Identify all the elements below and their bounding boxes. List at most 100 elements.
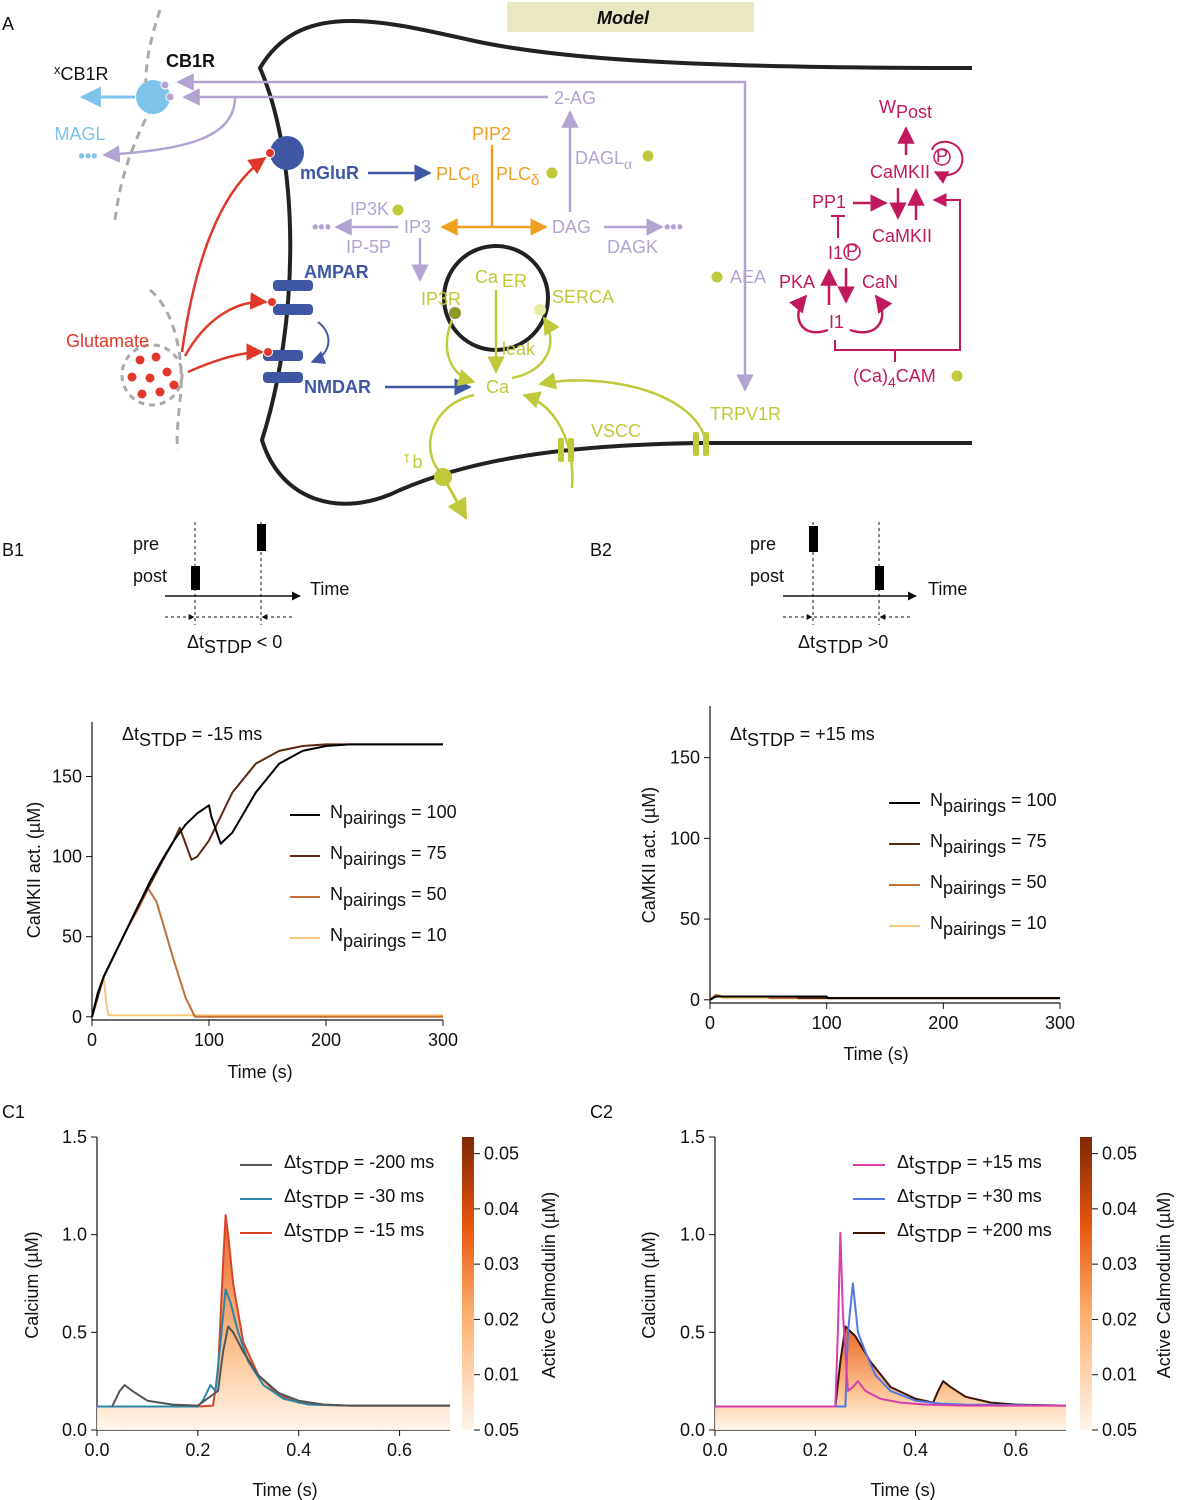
- colorbar-tick-label: 0.01: [1102, 1365, 1137, 1385]
- buffer-dot: [434, 468, 452, 486]
- arrow: [849, 294, 893, 334]
- timing-b1: pre post Time ΔtSTDP < 0: [133, 522, 349, 657]
- arrow: [443, 479, 468, 520]
- label: P: [846, 241, 858, 261]
- ligand: [263, 347, 273, 357]
- arrow: [789, 294, 829, 334]
- dots: •••: [664, 217, 683, 237]
- legend-label-part: STDP: [301, 1192, 349, 1212]
- x-tick-label: 100: [812, 1013, 842, 1033]
- arrow: [310, 321, 330, 364]
- panel-label: B1: [2, 540, 24, 560]
- colorbar-tick-label: 0.05: [484, 1420, 519, 1440]
- legend-label: Npairings = 75: [930, 831, 1047, 857]
- label-part: 4: [888, 374, 896, 390]
- legend-label-part: N: [930, 913, 943, 933]
- panel-label: C1: [2, 1102, 25, 1122]
- legend-label-part: = +15 ms: [962, 1152, 1042, 1172]
- arrow: [895, 193, 961, 351]
- chart: 0.0 0.5 1.0 1.5 0.0 0.2 0.4 0.6 Time (s) Calcium …: [22, 1127, 559, 1500]
- label-part: CB1R: [61, 64, 109, 84]
- phospho-badge: [933, 148, 951, 166]
- annotation-part: = -15 ms: [187, 724, 263, 744]
- series-line: [111, 1325, 450, 1407]
- y-tick-label: 100: [52, 847, 82, 867]
- colorbar-tick-label: 0.04: [484, 1199, 519, 1219]
- self-loop: [931, 140, 964, 184]
- legend-label-part: pairings: [943, 919, 1006, 939]
- colorbar-tick-label: 0.05: [484, 1144, 519, 1164]
- label: PLCβ: [436, 164, 480, 189]
- legend-label-part: = 10: [406, 925, 447, 945]
- label-part: STDP: [815, 637, 863, 657]
- series-line: [97, 1214, 450, 1408]
- model-title: Model: [597, 8, 650, 28]
- colorbar: [1080, 1137, 1092, 1430]
- label-part: STDP: [204, 637, 252, 657]
- y-tick-label: 1.0: [680, 1225, 705, 1245]
- colorbar-tick-label: 0.05: [1102, 1144, 1137, 1164]
- y-tick-label: 0.5: [62, 1322, 87, 1342]
- label: P: [936, 146, 948, 166]
- legend-label: Npairings = 75: [330, 843, 447, 869]
- label-part: τ: [404, 449, 410, 465]
- label: PIP2: [472, 124, 511, 144]
- pre-membrane: [113, 9, 162, 221]
- label: PKA: [779, 272, 815, 292]
- chart: 0.0 0.5 1.0 1.5 0.0 0.2 0.4 0.6 Time (s) Calcium …: [639, 1127, 1174, 1500]
- legend-label: ΔtSTDP = -15 ms: [284, 1220, 424, 1246]
- label: DAG: [552, 217, 591, 237]
- annotation-part: STDP: [139, 730, 187, 750]
- label: Time: [310, 579, 349, 599]
- label: Ca: [486, 377, 510, 397]
- nmdar-channel: [263, 350, 303, 383]
- serca-pump: [534, 304, 546, 316]
- legend-label: Npairings = 50: [930, 872, 1047, 898]
- ligand: [267, 297, 277, 307]
- mglur-receptor: [270, 136, 304, 170]
- model-diagram: Model MAGL ••• CB1R xCB1R 2-AG DAGLα IP3…: [54, 2, 973, 520]
- y-axis-label: Calcium (µM): [639, 1231, 659, 1338]
- x-tick-label: 0.4: [286, 1440, 311, 1460]
- annotation: ΔtSTDP = -15 ms: [122, 724, 262, 750]
- y-tick-label: 150: [52, 766, 82, 786]
- x-tick-label: 300: [1045, 1013, 1075, 1033]
- label-part: Ca: [475, 267, 499, 287]
- legend-label-part: N: [330, 843, 343, 863]
- label: Time: [928, 579, 967, 599]
- arrow: [183, 292, 268, 357]
- label-part: DAGL: [575, 148, 624, 168]
- panel-label: A: [2, 14, 14, 34]
- label-part: β: [471, 172, 480, 189]
- arrow: [538, 372, 707, 439]
- label: mGluR: [300, 163, 359, 183]
- y-tick-label: 150: [670, 748, 700, 768]
- series-line: [715, 1231, 1066, 1408]
- label: Ca ER: [475, 267, 527, 291]
- pre-spike: [809, 526, 818, 552]
- y-axis-label: Calcium (µM): [22, 1231, 42, 1338]
- y-axis-label: CaMKII act. (µM): [24, 802, 44, 938]
- legend-label-part: STDP: [301, 1158, 349, 1178]
- legend-label: Npairings = 50: [330, 884, 447, 910]
- x-axis-label: Time (s): [843, 1044, 908, 1064]
- legend-label-part: = 100: [406, 802, 457, 822]
- ligand: [160, 80, 170, 90]
- legend-label-part: = +30 ms: [962, 1186, 1042, 1206]
- label: post: [750, 566, 784, 586]
- label: TRPV1R: [710, 404, 781, 424]
- timing-b2: pre post Time ΔtSTDP >0: [750, 522, 967, 657]
- label: IP3R: [421, 289, 461, 309]
- x-tick-label: 200: [311, 1030, 341, 1050]
- y-tick-label: 1.5: [62, 1127, 87, 1147]
- phospho-badge: [843, 243, 861, 261]
- legend-label-part: = +200 ms: [962, 1220, 1052, 1240]
- legend-label-part: pairings: [943, 837, 1006, 857]
- x-tick-label: 0.6: [1003, 1440, 1028, 1460]
- annotation-part: Δt: [122, 724, 139, 744]
- legend-label-part: = -30 ms: [349, 1186, 425, 1206]
- label-part: CAM: [896, 366, 936, 386]
- trpv1r-channel: [693, 432, 709, 456]
- label: IP3K: [350, 199, 389, 219]
